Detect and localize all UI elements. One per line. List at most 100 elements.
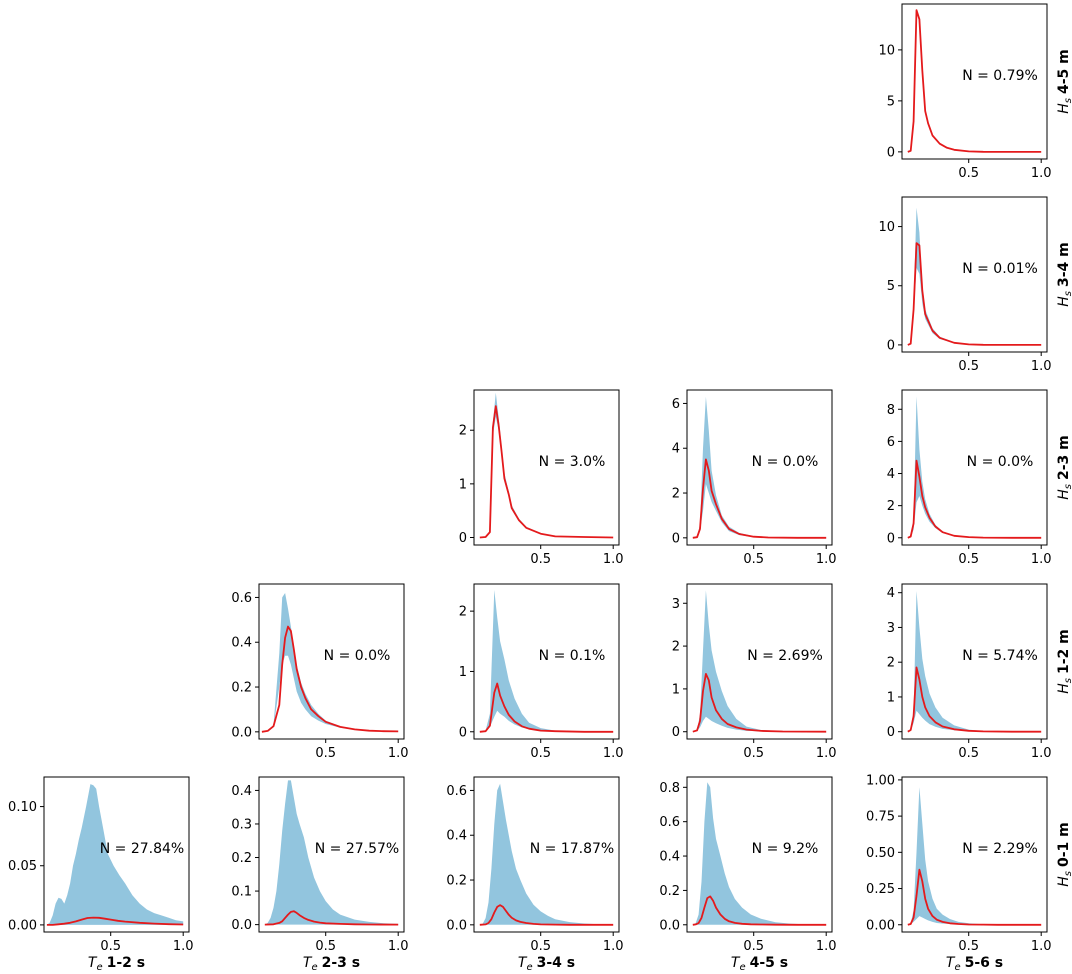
y-tick-label: 2 — [887, 499, 895, 514]
axes-frame — [901, 3, 1048, 160]
mean-spectrum-line — [907, 666, 1042, 733]
mean-spectrum-line — [46, 916, 184, 926]
y-tick-label: 6 — [887, 435, 895, 450]
x-tick-label: 0.5 — [100, 939, 121, 954]
y-tick-label: 0 — [459, 725, 467, 740]
n-percentage-label: N = 17.87% — [530, 841, 615, 857]
mean-spectrum-line — [692, 458, 827, 539]
y-tick-label: 0 — [672, 531, 680, 546]
n-percentage-label: N = 0.0% — [324, 648, 391, 664]
y-tick-label: 0.2 — [231, 851, 252, 866]
n-percentage-label: N = 0.01% — [962, 261, 1038, 277]
y-tick-label: 3 — [672, 597, 680, 612]
y-tick-label: 0 — [887, 338, 895, 353]
y-tick-label: 10 — [878, 43, 895, 58]
y-tick-label: 0.0 — [231, 725, 252, 740]
y-tick-label: 0.6 — [659, 815, 680, 830]
column-label-te56: Te 5-6 s — [946, 955, 1003, 973]
x-tick-label: 0.5 — [315, 746, 336, 761]
axes-frame — [686, 583, 833, 740]
axes-frame — [43, 776, 190, 933]
x-tick-label: 0.5 — [743, 939, 764, 954]
axes-frame — [901, 583, 1048, 740]
x-tick-label: 1.0 — [173, 939, 194, 954]
y-tick-label: 0.05 — [8, 859, 37, 874]
panel-hs23-te34: 0.5 1.0 0 1 2 N = 3.0% — [459, 389, 624, 567]
panel-hs23-te45: 0.5 1.0 0 2 4 6 N = 0.0% — [672, 389, 837, 567]
x-tick-label: 1.0 — [1031, 166, 1052, 181]
spread-band — [692, 590, 827, 732]
mean-spectrum-line — [479, 904, 614, 926]
x-tick-label: 0.5 — [743, 746, 764, 761]
y-tick-label: 0.2 — [659, 884, 680, 899]
y-tick-label: 0.10 — [8, 800, 37, 815]
y-tick-label: 1 — [887, 690, 895, 705]
y-tick-label: 0.0 — [659, 918, 680, 933]
axes-frame — [473, 583, 620, 740]
panel-hs01-te34: 0.5 1.0 0.0 0.2 0.4 0.6 N = 17.87% — [446, 776, 624, 954]
panel-hs12-te45: 0.5 1.0 0 1 2 3 N = 2.69% — [672, 583, 837, 761]
axes-frame — [258, 583, 405, 740]
x-tick-label: 1.0 — [816, 746, 837, 761]
y-tick-label: 0 — [887, 145, 895, 160]
column-label-te23: Te 2-3 s — [303, 955, 360, 973]
mean-spectrum-line — [479, 682, 614, 733]
y-tick-label: 0.4 — [659, 850, 680, 865]
panel-hs23-te56: 0.5 1.0 0 2 4 6 8 N = 0.0% — [887, 389, 1052, 567]
y-tick-label: 4 — [672, 442, 680, 457]
spread-band — [264, 780, 399, 925]
x-tick-label: 1.0 — [603, 552, 624, 567]
y-tick-label: 0.4 — [446, 829, 467, 844]
y-tick-label: 0 — [459, 531, 467, 546]
y-tick-label: 0.25 — [866, 882, 895, 897]
spread-band — [692, 396, 827, 538]
y-tick-label: 0.2 — [446, 874, 467, 889]
axes-frame — [473, 776, 620, 933]
spread-band — [479, 590, 614, 732]
y-tick-label: 0.00 — [8, 918, 37, 933]
axes-frame — [686, 389, 833, 546]
axes-frame — [258, 776, 405, 933]
y-tick-label: 3 — [887, 621, 895, 636]
y-tick-label: 0.4 — [231, 784, 252, 799]
x-tick-label: 0.5 — [958, 939, 979, 954]
mean-spectrum-line — [907, 459, 1042, 539]
row-label-hs01: Hs0-1 m — [1056, 822, 1072, 887]
x-tick-label: 1.0 — [1031, 552, 1052, 567]
x-tick-label: 0.5 — [315, 939, 336, 954]
x-tick-label: 0.5 — [530, 552, 551, 567]
mean-spectrum-line — [907, 242, 1042, 346]
y-tick-label: 0.4 — [231, 636, 252, 651]
y-tick-label: 5 — [887, 94, 895, 109]
panel-hs34-te56: 0.5 1.0 0 5 10 N = 0.01% — [878, 196, 1052, 374]
spread-band — [46, 784, 184, 925]
x-tick-label: 1.0 — [816, 552, 837, 567]
n-percentage-label: N = 2.29% — [962, 841, 1038, 857]
x-tick-label: 0.5 — [530, 746, 551, 761]
x-tick-label: 1.0 — [388, 939, 409, 954]
y-tick-label: 10 — [878, 220, 895, 235]
y-tick-label: 0 — [887, 725, 895, 740]
x-tick-label: 0.5 — [958, 359, 979, 374]
y-tick-label: 0.6 — [231, 591, 252, 606]
x-tick-label: 0.5 — [743, 552, 764, 567]
y-tick-label: 0 — [672, 725, 680, 740]
y-tick-label: 6 — [672, 397, 680, 412]
n-percentage-label: N = 0.0% — [967, 454, 1034, 470]
row-label-hs23: Hs2-3 m — [1056, 435, 1072, 500]
row-label-hs34: Hs3-4 m — [1056, 242, 1072, 307]
n-percentage-label: N = 3.0% — [539, 454, 606, 470]
mean-spectrum-line — [264, 910, 399, 926]
y-tick-label: 0.0 — [446, 918, 467, 933]
y-tick-label: 1 — [459, 665, 467, 680]
axes-frame — [901, 196, 1048, 353]
y-tick-label: 0.75 — [866, 810, 895, 825]
row-label-hs45: Hs4-5 m — [1056, 49, 1072, 114]
n-percentage-label: N = 9.2% — [752, 841, 819, 857]
panel-hs01-te23: 0.5 1.0 0.0 0.1 0.2 0.3 0.4 N = 27.57% — [231, 776, 409, 954]
axes-frame — [901, 776, 1048, 933]
x-tick-label: 0.5 — [958, 746, 979, 761]
column-label-te45: Te 4-5 s — [731, 955, 788, 973]
y-tick-label: 2 — [459, 424, 467, 439]
